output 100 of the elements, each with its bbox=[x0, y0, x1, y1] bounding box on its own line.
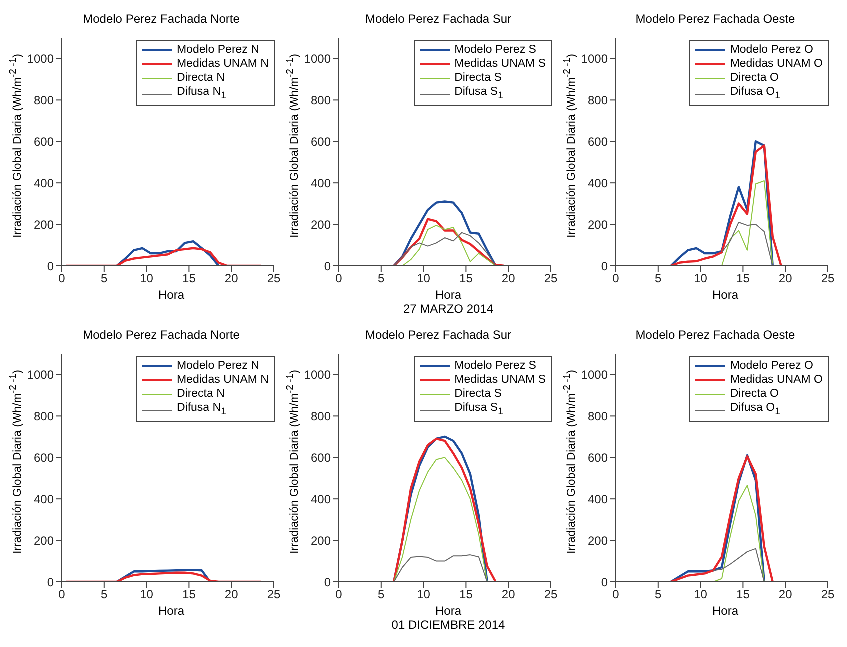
legend-label: Difusa S$_{1}$ bbox=[454, 401, 504, 420]
legend-label: Difusa O$_{1}$ bbox=[730, 85, 780, 104]
x-axis-title: Hora bbox=[711, 604, 740, 618]
x-tick-label: 15 bbox=[736, 272, 750, 286]
legend-label: Directa O bbox=[730, 387, 779, 401]
legend-label: Difusa N$_{1}$ bbox=[176, 85, 226, 104]
legend-label: Difusa O$_{1}$ bbox=[730, 401, 780, 420]
chart-title: Modelo Perez Fachada Norte bbox=[82, 328, 241, 344]
y-tick-label: 0 bbox=[601, 259, 608, 274]
legend-label: Modelo Perez S bbox=[454, 359, 536, 373]
legend-label: Directa S bbox=[454, 387, 502, 401]
y-tick-label: 800 bbox=[310, 93, 332, 108]
line-series bbox=[402, 225, 496, 266]
x-axis-title: Hora bbox=[711, 288, 740, 302]
x-tick-label: 20 bbox=[224, 272, 239, 286]
legend-label: Modelo Perez O bbox=[730, 359, 814, 373]
x-axis-title: Hora bbox=[434, 604, 462, 618]
legend-label: Directa S bbox=[454, 71, 502, 85]
y-tick-label: 600 bbox=[310, 134, 332, 149]
line-series bbox=[393, 200, 497, 266]
x-tick-label: 0 bbox=[612, 272, 620, 286]
x-axis-title: Hora bbox=[157, 288, 186, 302]
x-tick-label: 0 bbox=[58, 588, 66, 602]
line-series bbox=[713, 485, 765, 582]
x-tick-label: 15 bbox=[736, 588, 750, 602]
x-tick-label: 15 bbox=[460, 588, 474, 602]
x-tick-label: 15 bbox=[182, 272, 196, 286]
x-tick-label: 15 bbox=[182, 588, 196, 602]
x-tick-label: 0 bbox=[58, 272, 66, 286]
y-tick-label: 600 bbox=[588, 134, 608, 149]
x-tick-label: 5 bbox=[655, 588, 662, 602]
legend-label: Medidas UNAM O bbox=[730, 57, 823, 71]
legend-label: Medidas UNAM S bbox=[454, 373, 546, 387]
y-tick-label: 200 bbox=[588, 218, 608, 232]
x-tick-label: 0 bbox=[336, 588, 343, 602]
y-tick-label: 800 bbox=[588, 409, 608, 424]
y-tick-label: 800 bbox=[310, 409, 332, 424]
y-tick-label: 1000 bbox=[304, 368, 332, 382]
y-tick-label: 0 bbox=[47, 259, 54, 274]
chart-title: Modelo Perez Fachada Norte bbox=[82, 12, 241, 28]
x-tick-label: 25 bbox=[821, 272, 835, 286]
y-tick-label: 0 bbox=[324, 575, 332, 590]
line-series bbox=[116, 240, 220, 266]
x-tick-label: 20 bbox=[502, 588, 516, 602]
x-tick-label: 5 bbox=[655, 272, 662, 286]
legend-label: Modelo Perez N bbox=[176, 359, 260, 373]
y-tick-label: 400 bbox=[34, 492, 54, 506]
y-tick-label: 200 bbox=[34, 218, 54, 232]
line-series bbox=[393, 218, 506, 266]
y-tick-label: 0 bbox=[601, 575, 608, 590]
x-tick-label: 20 bbox=[778, 588, 793, 602]
x-tick-label: 25 bbox=[544, 272, 558, 286]
y-tick-label: 0 bbox=[47, 575, 54, 590]
legend-label: Modelo Perez O bbox=[730, 43, 814, 57]
y-tick-label: 400 bbox=[588, 492, 608, 506]
y-tick-label: 400 bbox=[588, 176, 608, 190]
legend-label: Modelo Perez S bbox=[454, 43, 536, 57]
x-axis-title: Hora bbox=[157, 604, 186, 618]
x-tick-label: 0 bbox=[336, 272, 343, 286]
text: 01 DICIEMBRE 2014 bbox=[390, 618, 506, 632]
text: 27 MARZO 2014 bbox=[402, 302, 495, 316]
legend-label: Medidas UNAM N bbox=[176, 57, 269, 71]
x-tick-label: 5 bbox=[378, 272, 386, 286]
y-tick-label: 800 bbox=[34, 409, 54, 424]
x-tick-label: 10 bbox=[694, 272, 708, 286]
chart-title: Modelo Perez Fachada Oeste bbox=[634, 12, 796, 28]
chart-title: Modelo Perez Fachada Oeste bbox=[634, 328, 796, 344]
y-tick-label: 1000 bbox=[304, 52, 332, 66]
y-tick-label: 200 bbox=[310, 534, 332, 548]
line-series bbox=[65, 572, 262, 582]
x-tick-label: 0 bbox=[612, 588, 620, 602]
legend-label: Medidas UNAM O bbox=[730, 373, 823, 387]
y-tick-label: 1000 bbox=[581, 368, 608, 382]
y-tick-label: 400 bbox=[34, 176, 54, 190]
x-tick-label: 10 bbox=[140, 588, 154, 602]
y-tick-label: 400 bbox=[310, 492, 332, 506]
legend-label: Medidas UNAM N bbox=[176, 373, 269, 387]
legend-label: Difusa S$_{1}$ bbox=[454, 85, 504, 104]
x-tick-label: 5 bbox=[101, 272, 108, 286]
y-tick-label: 0 bbox=[324, 259, 332, 274]
x-tick-label: 5 bbox=[101, 588, 108, 602]
x-tick-label: 20 bbox=[224, 588, 239, 602]
y-tick-label: 600 bbox=[588, 450, 608, 465]
y-tick-label: 600 bbox=[34, 134, 54, 149]
y-tick-label: 1000 bbox=[581, 52, 608, 66]
chart-title: Modelo Perez Fachada Sur bbox=[364, 328, 513, 344]
x-tick-label: 10 bbox=[694, 588, 708, 602]
legend-label: Directa O bbox=[730, 71, 779, 85]
x-tick-label: 25 bbox=[267, 272, 281, 286]
x-tick-label: 15 bbox=[460, 272, 474, 286]
legend-label: Directa N bbox=[176, 387, 225, 401]
x-tick-label: 10 bbox=[417, 588, 431, 602]
y-tick-label: 200 bbox=[310, 218, 332, 232]
y-tick-label: 200 bbox=[588, 534, 608, 548]
y-tick-label: 600 bbox=[34, 450, 54, 465]
line-series bbox=[116, 569, 212, 582]
y-tick-label: 1000 bbox=[27, 52, 54, 66]
chart-title: Modelo Perez Fachada Sur bbox=[364, 12, 513, 28]
y-tick-label: 800 bbox=[588, 93, 608, 108]
legend-label: Directa N bbox=[176, 71, 225, 85]
